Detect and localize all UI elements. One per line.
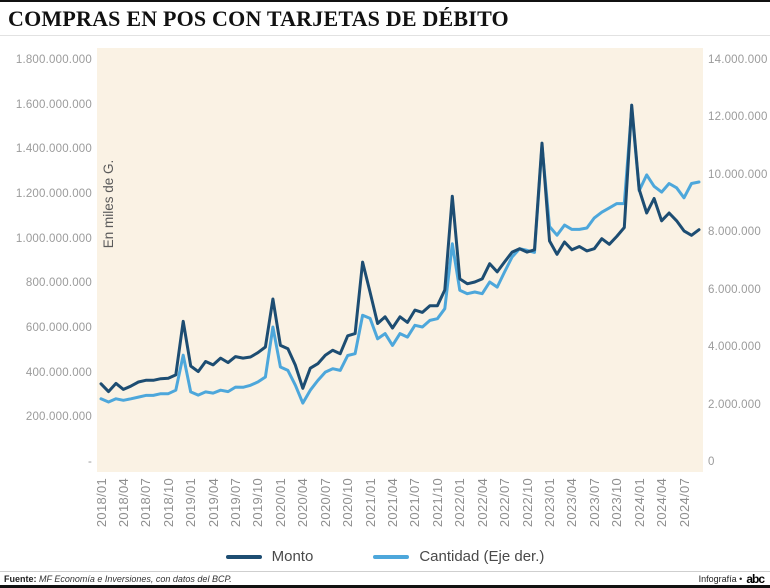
x-axis-tick: 2018/04 [116, 478, 131, 528]
x-axis-tick: 2021/07 [407, 478, 422, 528]
x-axis-tick: 2022/04 [475, 478, 490, 528]
x-axis-tick: 2019/01 [183, 478, 198, 528]
y-axis-left-tick: 800.000.000 [25, 277, 92, 289]
y-axis-left-tick: 400.000.000 [25, 367, 92, 379]
x-axis-tick: 2024/01 [632, 478, 647, 528]
y-axis-right-tick: 14.000.000 [708, 54, 768, 66]
x-axis-tick: 2020/07 [318, 478, 333, 528]
y-axis-right-tick: 12.000.000 [708, 111, 768, 123]
y-axis-right-tick: 2.000.000 [708, 399, 761, 411]
y-axis-left-tick: 1.000.000.000 [15, 233, 92, 245]
y-axis-left-tick: 1.800.000.000 [15, 54, 92, 66]
x-axis-tick: 2019/07 [228, 478, 243, 528]
x-axis-tick: 2019/10 [250, 478, 265, 528]
legend-item-cantidad: Cantidad (Eje der.) [373, 548, 544, 565]
x-axis-tick: 2020/10 [340, 478, 355, 528]
y-axis-left-tick: 200.000.000 [25, 411, 92, 423]
legend-item-monto: Monto [225, 548, 314, 565]
y-axis-left-tick: 1.600.000.000 [15, 99, 92, 111]
y-axis-left-tick: - [87, 456, 92, 468]
x-axis-tick: 2020/04 [295, 478, 310, 528]
legend-label-monto: Monto [271, 548, 314, 565]
credit-note: Infografía • abc [698, 571, 765, 586]
x-axis-tick: 2018/10 [161, 478, 176, 528]
y-axis-left-tick: 1.200.000.000 [15, 188, 92, 200]
y-axis-left-tick: 600.000.000 [25, 322, 92, 334]
x-axis-tick: 2018/01 [94, 478, 109, 528]
x-axis-tick: 2022/10 [520, 478, 535, 528]
x-axis-tick: 2023/01 [542, 478, 557, 528]
cantidad-line-swatch [373, 554, 410, 559]
legend-label-cantidad: Cantidad (Eje der.) [419, 548, 545, 565]
source-text: MF Economía e Inversiones, con datos del… [39, 573, 232, 584]
x-axis-tick: 2022/07 [497, 478, 512, 528]
y-axis-right-tick: 0 [708, 456, 715, 468]
x-axis-tick: 2023/10 [609, 478, 624, 528]
x-axis-tick: 2024/07 [677, 478, 692, 528]
y-axis-right-tick: 10.000.000 [708, 169, 768, 181]
x-axis-tick: 2021/10 [430, 478, 445, 528]
x-axis-tick: 2021/04 [385, 478, 400, 528]
title-divider [0, 35, 770, 36]
monto-line-swatch [225, 554, 262, 559]
y-axis-right-tick: 8.000.000 [708, 226, 761, 238]
y-axis-title: En miles de G. [101, 159, 116, 249]
x-axis-tick: 2020/01 [273, 478, 288, 528]
credit-text: Infografía • [698, 573, 743, 584]
x-axis-tick: 2018/07 [138, 478, 153, 528]
chart-legend: Monto Cantidad (Eje der.) [0, 548, 770, 565]
x-axis-tick: 2019/04 [206, 478, 221, 528]
plot-area [97, 48, 703, 472]
footer-bar: Fuente: MF Economía e Inversiones, con d… [0, 571, 770, 588]
y-axis-left-tick: 1.400.000.000 [15, 143, 92, 155]
x-axis-tick: 2021/01 [363, 478, 378, 528]
page-title: COMPRAS EN POS CON TARJETAS DE DÉBITO [8, 6, 509, 31]
y-axis-right-tick: 6.000.000 [708, 284, 761, 296]
abc-logo: abc [746, 571, 765, 586]
x-axis-tick: 2022/01 [452, 478, 467, 528]
x-axis-tick: 2023/07 [587, 478, 602, 528]
source-label: Fuente: [4, 573, 37, 584]
x-axis-tick: 2023/04 [564, 478, 579, 528]
x-axis-tick: 2024/04 [654, 478, 669, 528]
source-note: Fuente: MF Economía e Inversiones, con d… [4, 574, 232, 584]
y-axis-right-tick: 4.000.000 [708, 341, 761, 353]
